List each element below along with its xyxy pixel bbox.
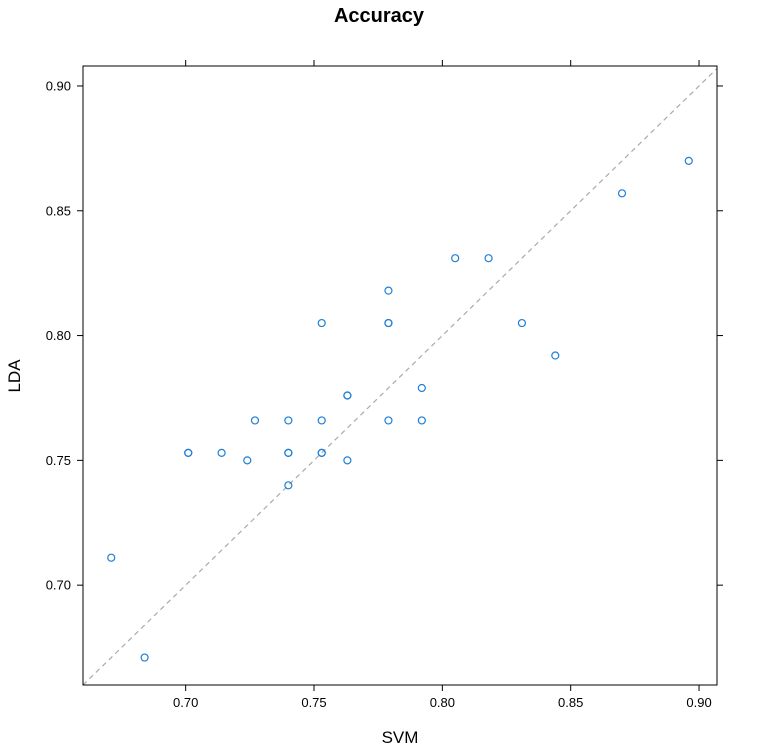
axis-ticks: 0.70 0.75 0.80 0.85 0.90 0.70 0.75 0.80 0.85 0.90	[46, 60, 723, 710]
data-point	[243, 456, 252, 465]
data-point	[217, 448, 226, 457]
x-tick-label: 0.85	[558, 695, 583, 710]
x-axis-title: SVM	[382, 728, 419, 747]
y-tick-label: 0.70	[46, 578, 71, 593]
data-point	[384, 416, 393, 425]
data-point	[384, 286, 393, 295]
data-point	[317, 448, 326, 457]
data-point	[417, 416, 426, 425]
plot-frame	[82, 65, 718, 686]
data-point	[551, 351, 560, 360]
plot-area	[82, 68, 718, 686]
data-point	[284, 416, 293, 425]
y-tick-label: 0.85	[46, 203, 71, 218]
data-point	[317, 318, 326, 328]
x-tick-label: 0.70	[173, 695, 198, 710]
y-tick-label: 0.90	[46, 78, 71, 93]
data-point	[140, 653, 149, 662]
data-point	[250, 416, 260, 425]
data-point	[384, 318, 393, 328]
x-tick-label: 0.90	[686, 695, 711, 710]
chart-title: Accuracy	[334, 5, 425, 27]
data-point	[284, 481, 293, 490]
x-tick-label: 0.75	[301, 695, 326, 710]
data-point	[343, 456, 352, 465]
x-tick-label: 0.80	[430, 695, 455, 710]
data-point	[451, 254, 460, 263]
data-point	[184, 448, 193, 457]
y-axis-title: LDA	[5, 359, 24, 393]
data-point	[517, 318, 527, 328]
data-point	[484, 254, 493, 263]
data-point	[284, 448, 293, 457]
data-point	[317, 416, 326, 425]
data-point	[107, 553, 116, 562]
identity-reference-line	[82, 68, 718, 686]
data-point	[417, 383, 426, 393]
data-point	[684, 156, 693, 165]
data-point	[617, 189, 627, 198]
y-tick-label: 0.75	[46, 453, 71, 468]
data-point	[343, 391, 352, 400]
y-tick-label: 0.80	[46, 328, 71, 343]
